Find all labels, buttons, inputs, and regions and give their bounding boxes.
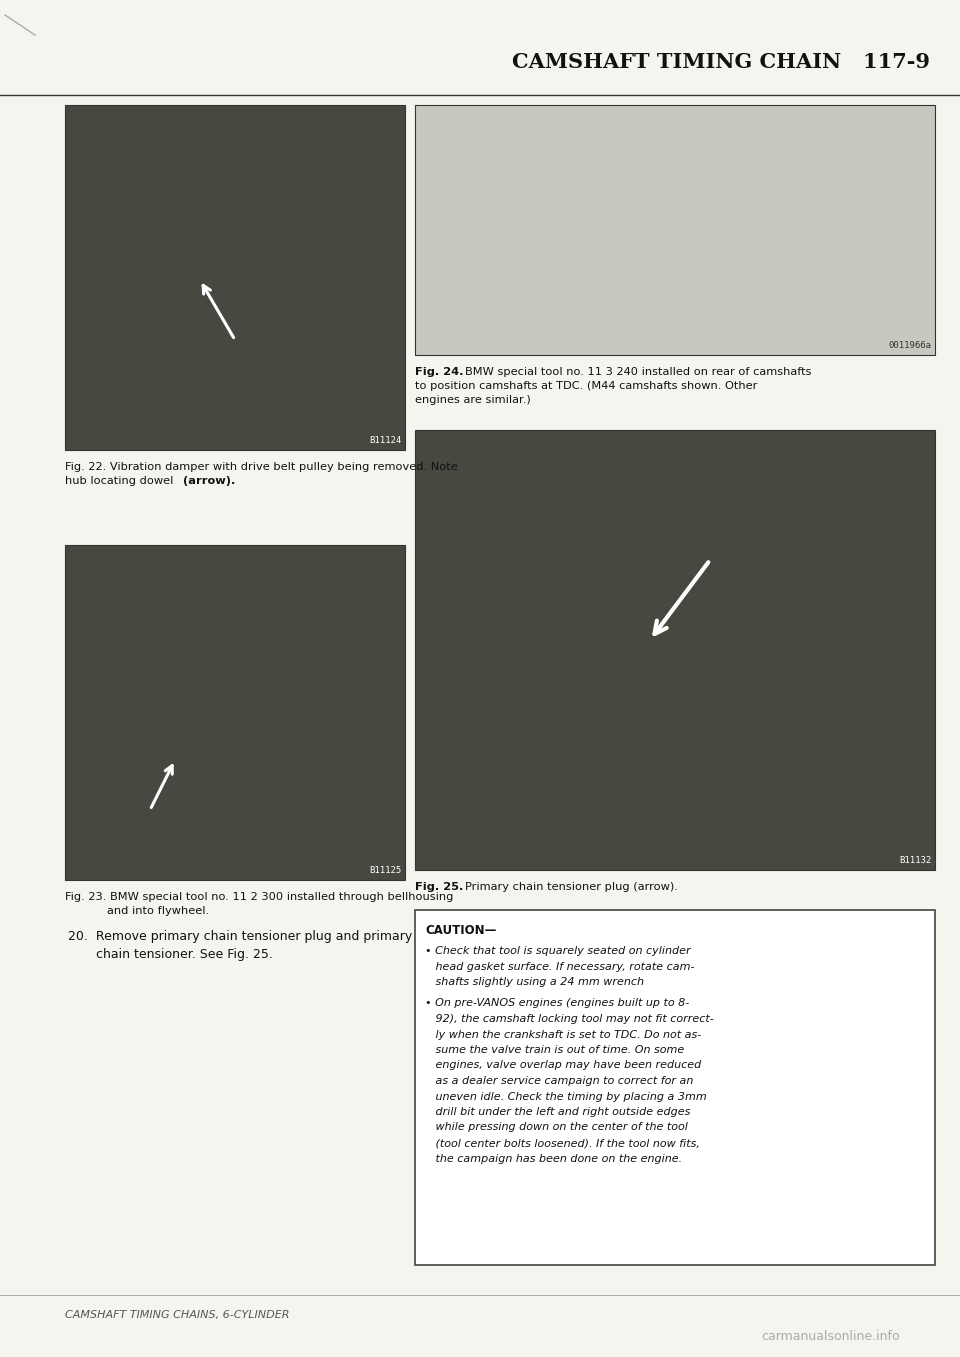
Text: 92), the camshaft locking tool may not fit correct-: 92), the camshaft locking tool may not f…	[425, 1014, 713, 1025]
Text: 0011966a: 0011966a	[888, 341, 931, 350]
Bar	[65, 546, 405, 879]
Text: Fig. 25.: Fig. 25.	[415, 882, 464, 892]
Text: CAUTION—: CAUTION—	[425, 924, 496, 936]
Text: engines are similar.): engines are similar.)	[415, 395, 531, 404]
Text: CAMSHAFT TIMING CHAIN   117-9: CAMSHAFT TIMING CHAIN 117-9	[512, 52, 930, 72]
Text: 20.  Remove primary chain tensioner plug and primary: 20. Remove primary chain tensioner plug …	[68, 930, 412, 943]
Text: Fig. 23. BMW special tool no. 11 2 300 installed through bellhousing: Fig. 23. BMW special tool no. 11 2 300 i…	[65, 892, 453, 902]
Text: head gasket surface. If necessary, rotate cam-: head gasket surface. If necessary, rotat…	[425, 962, 694, 972]
Text: BMW special tool no. 11 3 240 installed on rear of camshafts: BMW special tool no. 11 3 240 installed …	[465, 366, 811, 377]
Text: Primary chain tensioner plug (arrow).: Primary chain tensioner plug (arrow).	[465, 882, 678, 892]
Text: while pressing down on the center of the tool: while pressing down on the center of the…	[425, 1122, 688, 1133]
Text: CAMSHAFT TIMING CHAINS, 6-CYLINDER: CAMSHAFT TIMING CHAINS, 6-CYLINDER	[65, 1310, 290, 1320]
Text: ly when the crankshaft is set to TDC. Do not as-: ly when the crankshaft is set to TDC. Do…	[425, 1030, 701, 1039]
Bar	[415, 911, 935, 1265]
Text: to position camshafts at TDC. (M44 camshafts shown. Other: to position camshafts at TDC. (M44 camsh…	[415, 381, 757, 391]
Text: B11124: B11124	[369, 436, 401, 445]
Text: uneven idle. Check the timing by placing a 3mm: uneven idle. Check the timing by placing…	[425, 1091, 707, 1102]
Text: Fig. 22. Vibration damper with drive belt pulley being removed. Note: Fig. 22. Vibration damper with drive bel…	[65, 461, 458, 472]
Text: Fig. 24.: Fig. 24.	[415, 366, 464, 377]
Bar	[415, 104, 935, 356]
Text: B11125: B11125	[369, 866, 401, 875]
Text: (tool center bolts loosened). If the tool now fits,: (tool center bolts loosened). If the too…	[425, 1139, 700, 1148]
Text: hub locating dowel: hub locating dowel	[65, 476, 177, 486]
Text: the campaign has been done on the engine.: the campaign has been done on the engine…	[425, 1153, 683, 1163]
Text: drill bit under the left and right outside edges: drill bit under the left and right outsi…	[425, 1107, 690, 1117]
Text: sume the valve train is out of time. On some: sume the valve train is out of time. On …	[425, 1045, 684, 1054]
Text: • Check that tool is squarely seated on cylinder: • Check that tool is squarely seated on …	[425, 946, 690, 955]
Text: chain tensioner. See Fig. 25.: chain tensioner. See Fig. 25.	[96, 949, 273, 961]
Bar	[65, 104, 405, 451]
Text: shafts slightly using a 24 mm wrench: shafts slightly using a 24 mm wrench	[425, 977, 644, 987]
Text: carmanualsonline.info: carmanualsonline.info	[761, 1330, 900, 1343]
Text: (arrow).: (arrow).	[183, 476, 235, 486]
Text: B11132: B11132	[899, 856, 931, 864]
Text: and into flywheel.: and into flywheel.	[107, 906, 209, 916]
Text: engines, valve overlap may have been reduced: engines, valve overlap may have been red…	[425, 1061, 701, 1071]
Text: as a dealer service campaign to correct for an: as a dealer service campaign to correct …	[425, 1076, 693, 1086]
Text: • On pre-VANOS engines (engines built up to 8-: • On pre-VANOS engines (engines built up…	[425, 999, 689, 1008]
Bar	[415, 430, 935, 870]
